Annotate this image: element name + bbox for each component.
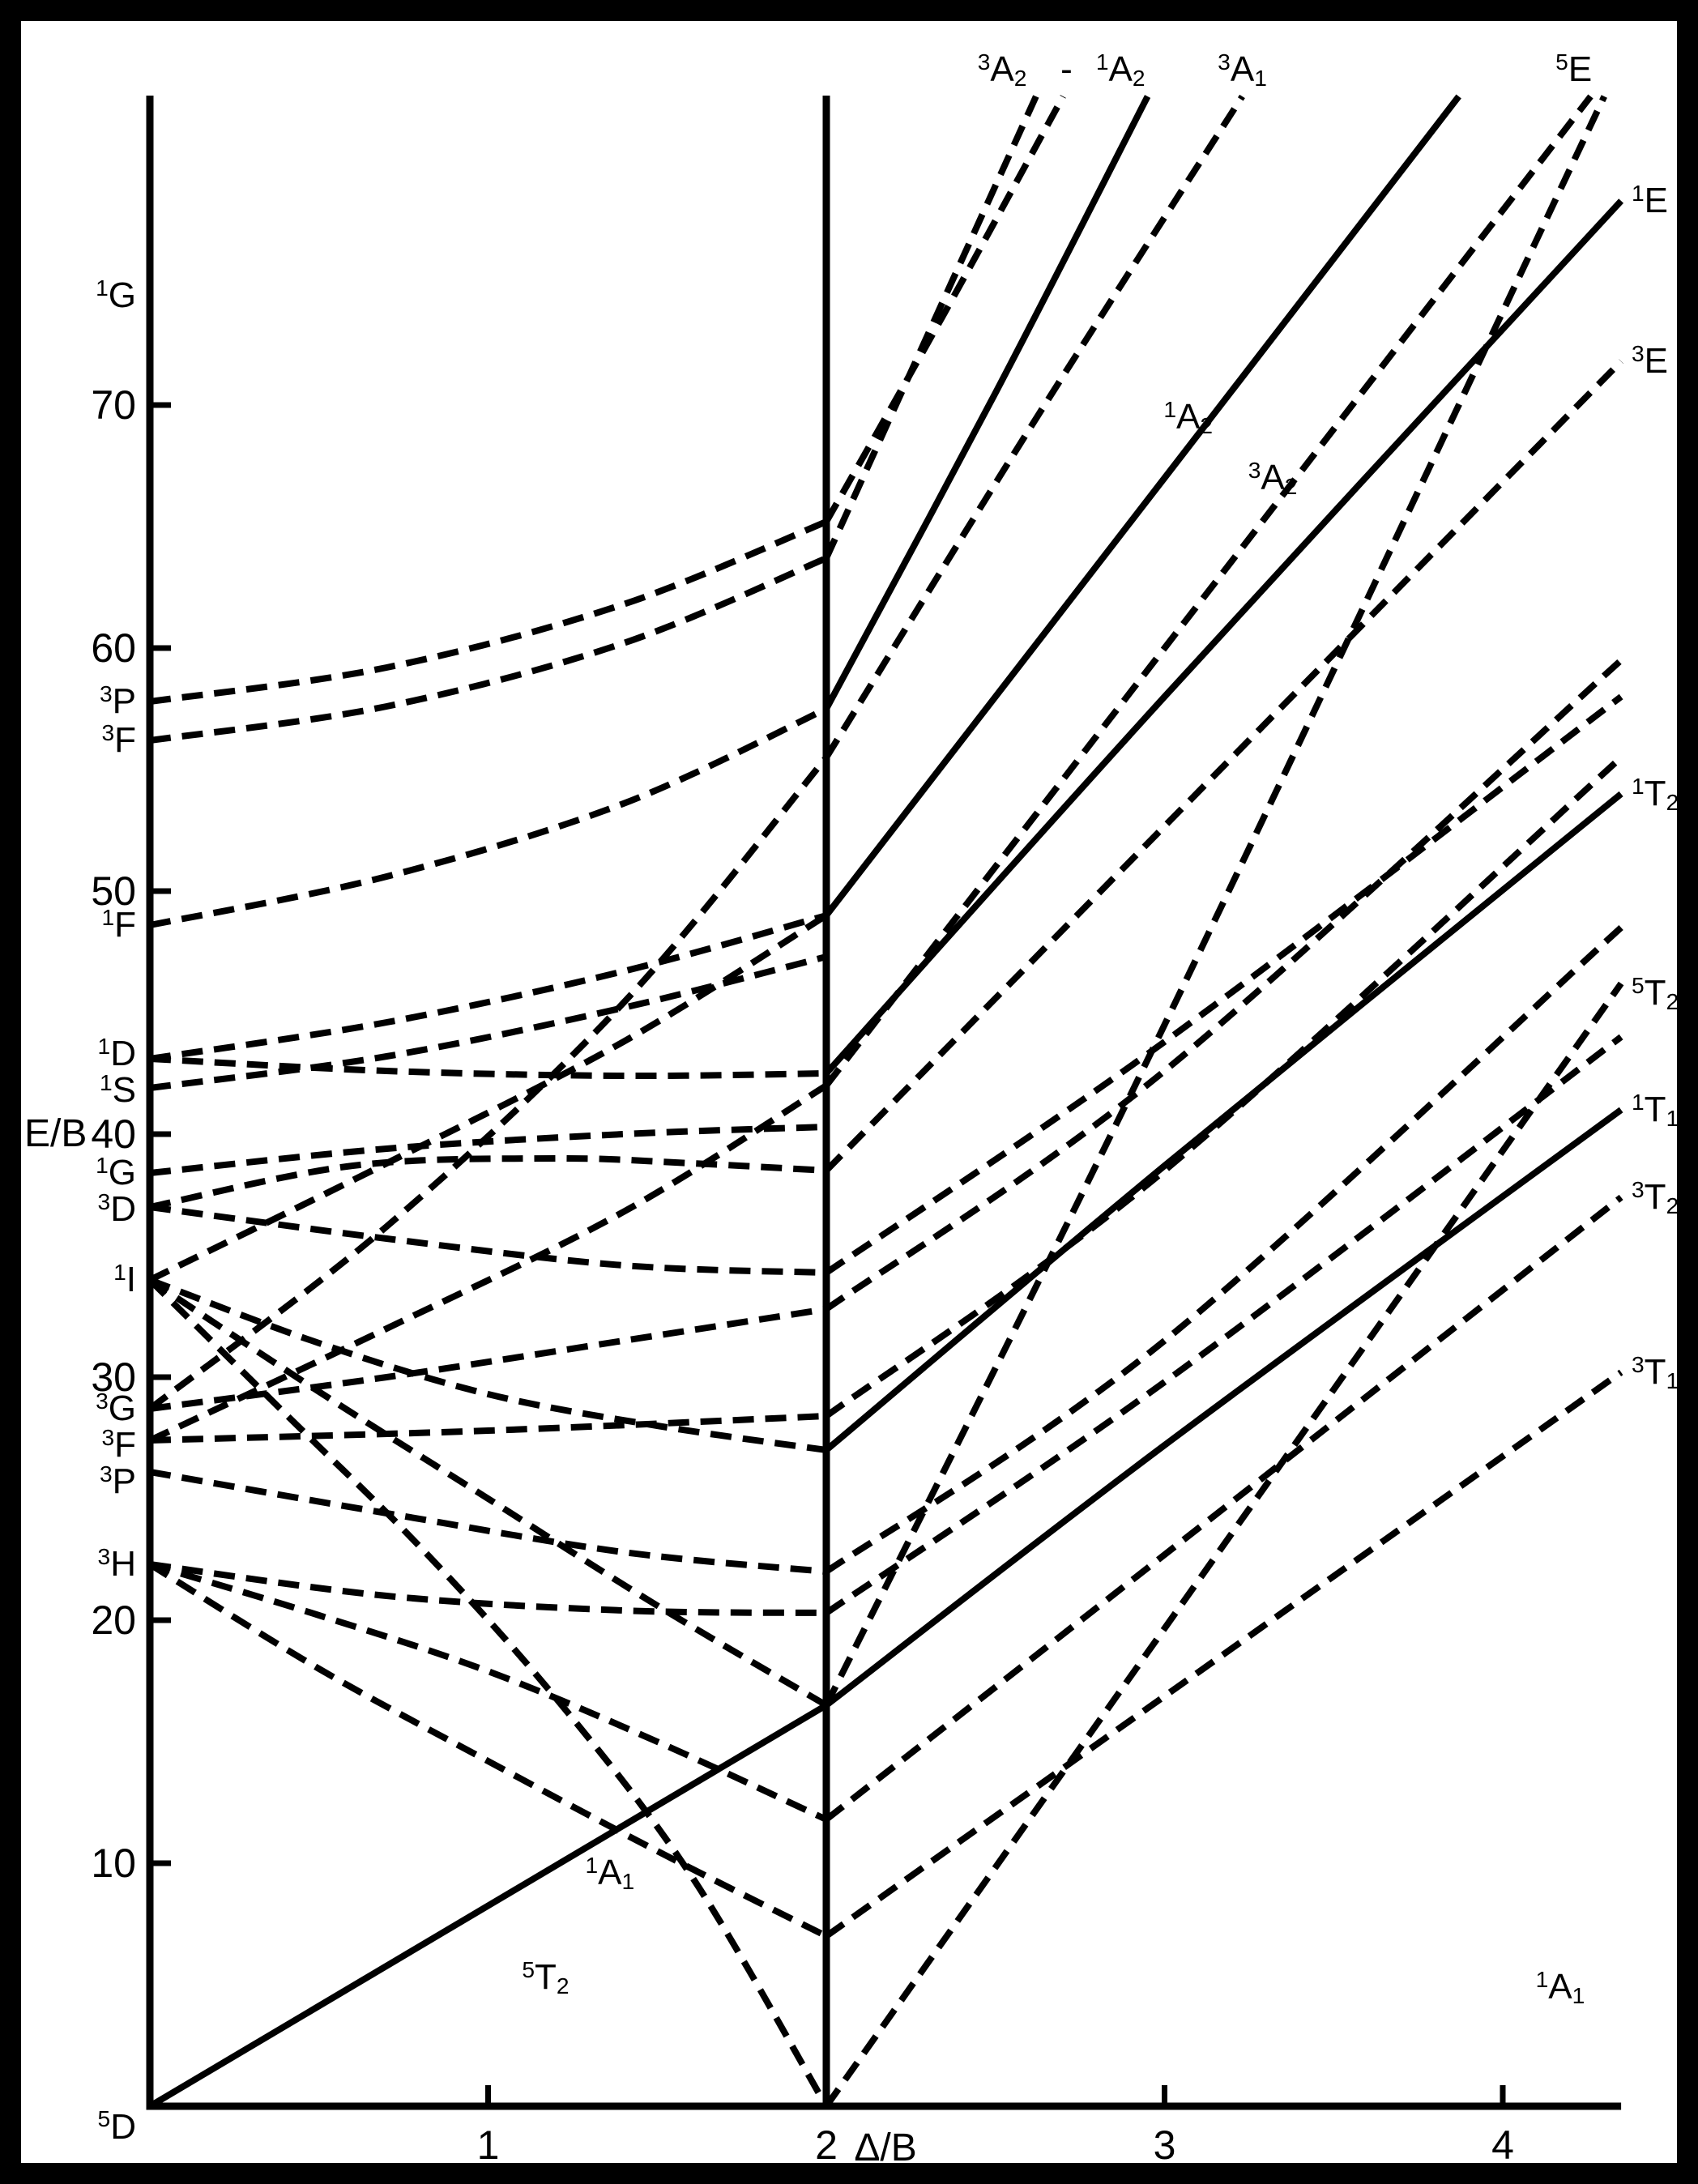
curve-1E-left — [149, 1056, 827, 1080]
term-label-1A2: 1A2 — [1163, 396, 1214, 439]
term-label-3D: 3D — [97, 1188, 136, 1229]
term-label-5D: 5D — [97, 2106, 136, 2147]
term-label-1A1: 1A1 — [585, 1852, 635, 1895]
curve-3T2-right — [824, 1194, 1623, 1823]
curve-1G-left — [149, 1124, 827, 1176]
label-1: 1 — [476, 2122, 500, 2168]
curve-1A2b-right — [823, 94, 1461, 918]
curve-1T1-left — [147, 1277, 829, 1708]
term-label-3G: 3G — [96, 1388, 136, 1428]
curve-3T2c-left — [149, 1204, 827, 1276]
curve-3T2b-left — [149, 1413, 827, 1444]
curve-3A2b-left — [148, 1082, 829, 1444]
curve-3Pb-right — [823, 95, 1066, 523]
curve-5E-right — [823, 95, 1607, 1707]
curve-3T1b-right — [824, 925, 1623, 1575]
curve-3T1c-left — [149, 1306, 827, 1412]
label-70: 70 — [91, 382, 136, 428]
label-30: 30 — [91, 1354, 136, 1400]
curve-1T2-left — [148, 1277, 827, 1453]
term-label-1I: 1I — [113, 1259, 136, 1299]
curve-1A2-left — [148, 912, 829, 1283]
curve-1A1-left — [147, 1278, 830, 2109]
curve-3T1a-left — [147, 1561, 828, 1939]
label--: - — [1060, 49, 1073, 89]
term-label-1A2: 1A2 — [1095, 49, 1146, 92]
label-20: 20 — [91, 1597, 136, 1643]
curve-3T1b-left — [149, 1469, 827, 1575]
curve-3Ea-left — [149, 1561, 827, 1616]
term-label-3A2: 3A2 — [977, 49, 1027, 92]
term-label-3F: 3F — [101, 719, 136, 760]
term-label-1S: 1S — [99, 1069, 136, 1110]
term-label-1E: 1E — [1632, 180, 1669, 220]
curve-3A1-right — [823, 94, 1245, 760]
term-label-1G: 1G — [96, 275, 136, 315]
label-4: 4 — [1491, 2122, 1514, 2168]
curve-1S-left — [149, 953, 827, 1091]
term-label-1T1: 1T1 — [1632, 1089, 1679, 1132]
term-label-3P: 3P — [99, 1461, 136, 1501]
curve-5T2-right — [823, 981, 1624, 2109]
curve-3T1-right — [824, 1369, 1623, 1939]
term-label-1A1: 1A1 — [1535, 1966, 1585, 2009]
term-label-3T1: 3T1 — [1632, 1351, 1679, 1394]
curve-1A2c-left — [149, 706, 828, 928]
term-label-3F: 3F — [101, 1424, 136, 1465]
curve-3A2a-right — [823, 95, 1039, 560]
label-10: 10 — [91, 1841, 136, 1886]
term-label-3E: 3E — [1632, 340, 1669, 381]
term-label-3T2: 3T2 — [1632, 1176, 1679, 1219]
curve-1T2-right — [824, 791, 1623, 1453]
term-label-1D: 1D — [97, 1033, 136, 1073]
term-label-1T2: 1T2 — [1632, 773, 1679, 816]
term-label-5T2: 5T2 — [1632, 972, 1679, 1015]
curve-5E-left — [147, 1702, 829, 2109]
curve-1A2a-right — [823, 95, 1151, 710]
term-label-5E: 5E — [1555, 49, 1593, 89]
curve-3A1-left — [147, 755, 830, 1412]
curve-3T1c-right — [824, 658, 1623, 1312]
curve-1T1-right — [824, 1107, 1623, 1708]
y-axis-title: E/B — [24, 1112, 87, 1155]
term-label-3A2: 3A2 — [1248, 457, 1298, 500]
term-label-3H: 3H — [97, 1543, 136, 1584]
term-label-1G: 1G — [96, 1152, 136, 1192]
curve-3Ea-right — [824, 1034, 1623, 1616]
curve-3E-right — [824, 359, 1623, 1173]
x-axis-title: Δ/B — [854, 2126, 917, 2169]
label-60: 60 — [91, 625, 136, 671]
label-40: 40 — [91, 1111, 136, 1157]
curve-3A2b-right — [823, 94, 1593, 1088]
curve-3Fb-left — [149, 555, 828, 744]
curve-3T2c-right — [824, 693, 1623, 1276]
curve-3T2b-right — [824, 755, 1623, 1419]
term-label-5T2: 5T2 — [522, 1956, 570, 1999]
curve-1T2b-left — [149, 912, 828, 1062]
term-label-1F: 1F — [101, 904, 136, 945]
term-label-3A1: 3A1 — [1218, 49, 1267, 92]
curve-3Pb-left — [149, 518, 828, 705]
label-3: 3 — [1153, 2122, 1176, 2168]
curve-3Eb-left — [149, 1154, 827, 1210]
label-50: 50 — [91, 868, 136, 914]
term-label-3P: 3P — [99, 680, 136, 721]
label-2: 2 — [815, 2122, 838, 2168]
